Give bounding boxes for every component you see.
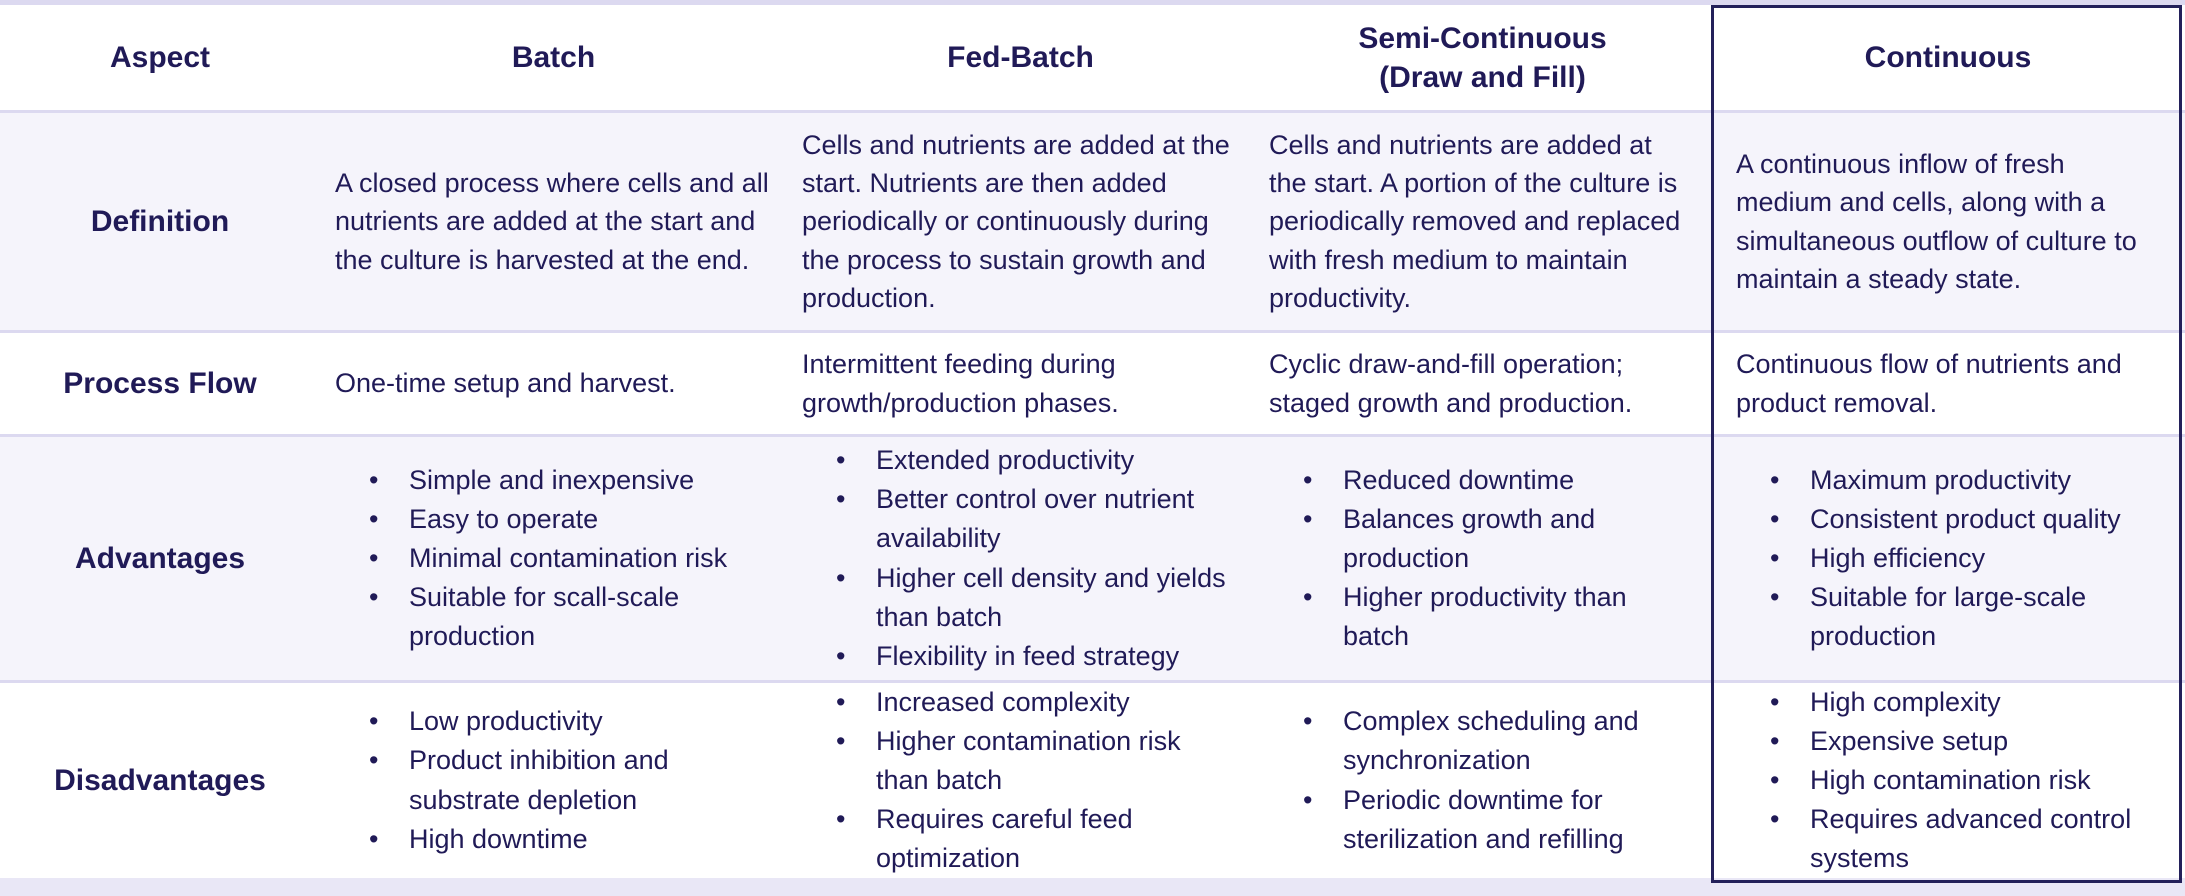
bullet-item: Requires careful feed optimization [836, 800, 1236, 878]
bullet-item: High efficiency [1770, 539, 2163, 578]
bullet-item: Increased complexity [836, 683, 1236, 722]
cell-process-flow-semi-continuous: Cyclic draw-and-fill operation; staged g… [1254, 330, 1711, 434]
bullet-item: Minimal contamination risk [369, 539, 769, 578]
row-label-disadvantages-text: Disadvantages [54, 763, 266, 797]
cell-process-flow-fed-batch: Intermittent feeding during growth/produ… [787, 330, 1254, 434]
cell-disadvantages-semi-continuous: Complex scheduling and synchronizationPe… [1254, 680, 1711, 878]
cell-advantages-batch: Simple and inexpensiveEasy to operateMin… [320, 434, 787, 680]
column-header-aspect: Aspect [109, 41, 211, 74]
column-header-continuous: Continuous [1864, 41, 2032, 74]
bullet-item: Suitable for scall-scale production [369, 578, 769, 656]
bullet-item: Maximum productivity [1770, 461, 2163, 500]
process-flow-continuous-text: Continuous flow of nutrients and product… [1736, 349, 2122, 418]
bullet-item: Better control over nutrient availabilit… [836, 480, 1236, 558]
column-header-semi-continuous-line1: Semi-Continuous [1358, 21, 1607, 55]
disadvantages-fed-batch-list: Increased complexityHigher contamination… [802, 683, 1236, 879]
cell-disadvantages-continuous: High complexityExpensive setupHigh conta… [1711, 680, 2185, 878]
cell-disadvantages-batch: Low productivityProduct inhibition and s… [320, 680, 787, 878]
cell-advantages-fed-batch: Extended productivityBetter control over… [787, 434, 1254, 680]
bullet-item: Higher productivity than batch [1303, 578, 1693, 656]
cell-process-flow-continuous: Continuous flow of nutrients and product… [1711, 330, 2185, 434]
bullet-item: Higher contamination risk than batch [836, 722, 1236, 800]
advantages-semi-continuous-list: Reduced downtimeBalances growth and prod… [1269, 461, 1693, 657]
advantages-continuous-list: Maximum productivityConsistent product q… [1736, 461, 2163, 657]
disadvantages-batch-list: Low productivityProduct inhibition and s… [335, 702, 769, 859]
bullet-item: Periodic downtime for sterilization and … [1303, 781, 1693, 859]
definition-batch-text: A closed process where cells and all nut… [335, 168, 769, 275]
disadvantages-semi-continuous-list: Complex scheduling and synchronizationPe… [1269, 702, 1693, 859]
column-header-batch: Batch [511, 41, 596, 74]
table-bottom-strip [0, 878, 2185, 896]
header-cell-fed-batch: Fed-Batch [787, 5, 1254, 110]
row-label-advantages: Advantages [0, 434, 320, 680]
header-cell-aspect: Aspect [0, 5, 320, 110]
bullet-item: Product inhibition and substrate depleti… [369, 741, 769, 819]
process-flow-batch-text: One-time setup and harvest. [335, 368, 676, 399]
cell-process-flow-batch: One-time setup and harvest. [320, 330, 787, 434]
advantages-batch-list: Simple and inexpensiveEasy to operateMin… [335, 461, 769, 657]
bullet-item: Low productivity [369, 702, 769, 741]
process-flow-semi-continuous-text: Cyclic draw-and-fill operation; staged g… [1269, 349, 1633, 418]
column-header-fed-batch: Fed-Batch [947, 41, 1094, 74]
row-label-definition: Definition [0, 110, 320, 330]
row-label-advantages-text: Advantages [74, 541, 246, 575]
cell-disadvantages-fed-batch: Increased complexityHigher contamination… [787, 680, 1254, 878]
definition-fed-batch-text: Cells and nutrients are added at the sta… [802, 129, 1230, 313]
advantages-fed-batch-list: Extended productivityBetter control over… [802, 441, 1236, 676]
bullet-item: Flexibility in feed strategy [836, 637, 1236, 676]
disadvantages-continuous-list: High complexityExpensive setupHigh conta… [1736, 683, 2163, 879]
bioprocess-comparison-table: Aspect Batch Fed-Batch Semi-Continuous (… [0, 0, 2185, 878]
bullet-item: High contamination risk [1770, 761, 2163, 800]
bullet-item: High downtime [369, 820, 769, 859]
header-cell-continuous: Continuous [1711, 5, 2185, 110]
definition-continuous-text: A continuous inflow of fresh medium and … [1736, 148, 2137, 294]
bullet-item: Expensive setup [1770, 722, 2163, 761]
bullet-item: Reduced downtime [1303, 461, 1693, 500]
cell-definition-batch: A closed process where cells and all nut… [320, 110, 787, 330]
bullet-item: Complex scheduling and synchronization [1303, 702, 1693, 780]
header-cell-batch: Batch [320, 5, 787, 110]
bullet-item: High complexity [1770, 683, 2163, 722]
bullet-item: Requires advanced control systems [1770, 800, 2163, 878]
bullet-item: Consistent product quality [1770, 500, 2163, 539]
process-flow-fed-batch-text: Intermittent feeding during growth/produ… [802, 349, 1119, 418]
cell-advantages-continuous: Maximum productivityConsistent product q… [1711, 434, 2185, 680]
bullet-item: Higher cell density and yields than batc… [836, 559, 1236, 637]
definition-semi-continuous-text: Cells and nutrients are added at the sta… [1269, 129, 1681, 313]
bullet-item: Simple and inexpensive [369, 461, 769, 500]
bullet-item: Easy to operate [369, 500, 769, 539]
bullet-item: Suitable for large-scale production [1770, 578, 2163, 656]
cell-definition-fed-batch: Cells and nutrients are added at the sta… [787, 110, 1254, 330]
cell-definition-semi-continuous: Cells and nutrients are added at the sta… [1254, 110, 1711, 330]
row-label-process-flow: Process Flow [0, 330, 320, 434]
row-label-disadvantages: Disadvantages [0, 680, 320, 878]
header-cell-semi-continuous: Semi-Continuous (Draw and Fill) [1254, 5, 1711, 110]
row-label-process-flow-text: Process Flow [63, 366, 257, 400]
cell-advantages-semi-continuous: Reduced downtimeBalances growth and prod… [1254, 434, 1711, 680]
cell-definition-continuous: A continuous inflow of fresh medium and … [1711, 110, 2185, 330]
bullet-item: Balances growth and production [1303, 500, 1693, 578]
row-label-definition-text: Definition [90, 204, 230, 238]
bullet-item: Extended productivity [836, 441, 1236, 480]
column-header-semi-continuous-line2: (Draw and Fill) [1379, 60, 1586, 94]
